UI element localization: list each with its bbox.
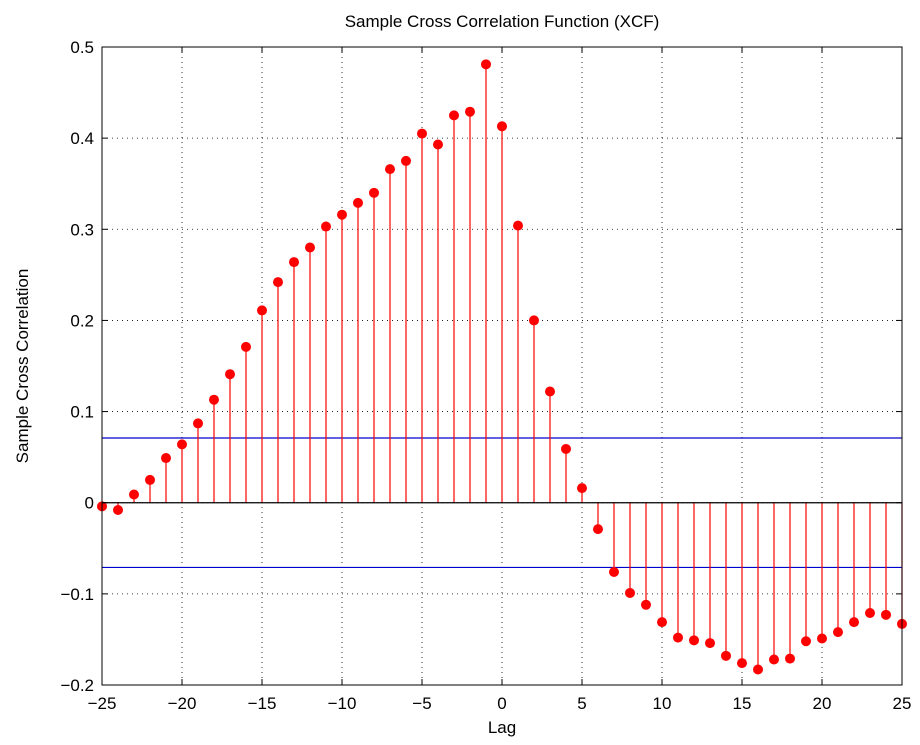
chart-title: Sample Cross Correlation Function (XCF) xyxy=(345,12,660,31)
y-tick-label: 0 xyxy=(85,494,94,513)
stem-marker xyxy=(481,59,491,70)
stem-marker xyxy=(737,658,747,669)
y-tick-label: −0.2 xyxy=(60,676,94,695)
stem-marker xyxy=(881,609,891,620)
x-tick-label: −5 xyxy=(412,694,431,713)
stem-marker xyxy=(577,483,587,494)
y-tick-label: 0.1 xyxy=(70,403,94,422)
stem-marker xyxy=(609,566,619,577)
stem-marker xyxy=(705,638,715,649)
stem-marker xyxy=(769,654,779,665)
y-tick-label: 0.3 xyxy=(70,220,94,239)
stem-marker xyxy=(641,599,651,610)
stem-marker xyxy=(113,505,123,516)
stem-marker xyxy=(689,635,699,646)
stem-marker xyxy=(241,341,251,352)
x-axis-ticks: −25 −20 −15 −10 −5 0 5 10 15 20 25 xyxy=(88,47,912,713)
stem-marker xyxy=(289,257,299,268)
stem-marker xyxy=(193,418,203,429)
x-tick-label: 10 xyxy=(653,694,672,713)
stem-marker xyxy=(433,139,443,150)
x-axis-label: Lag xyxy=(488,718,516,737)
stem-marker xyxy=(145,474,155,485)
stem-marker xyxy=(865,607,875,618)
stem-marker xyxy=(849,617,859,628)
stem-marker xyxy=(561,443,571,454)
stem-marker xyxy=(465,106,475,117)
stem-marker xyxy=(305,242,315,253)
stem-marker xyxy=(385,164,395,175)
x-tick-label: 15 xyxy=(733,694,752,713)
stem-marker xyxy=(625,587,635,598)
x-tick-label: −10 xyxy=(328,694,357,713)
stem-marker xyxy=(161,453,171,464)
stem-marker xyxy=(785,653,795,664)
stem-marker xyxy=(177,439,187,450)
stem-marker xyxy=(817,633,827,644)
stem-marker xyxy=(497,121,507,132)
stem-marker xyxy=(657,617,667,628)
stem-marker xyxy=(593,524,603,535)
stem-marker xyxy=(257,305,267,316)
stem-marker xyxy=(417,128,427,139)
x-tick-label: −20 xyxy=(168,694,197,713)
stem-marker xyxy=(721,650,731,661)
stem-marker xyxy=(513,220,523,231)
x-tick-label: 0 xyxy=(497,694,506,713)
stem-marker xyxy=(369,187,379,198)
stem-marker xyxy=(209,394,219,405)
stem-marker xyxy=(401,155,411,166)
y-tick-label: 0.4 xyxy=(70,129,94,148)
stem-marker xyxy=(529,315,539,326)
stem-marker xyxy=(449,110,459,121)
y-axis-label: Sample Cross Correlation xyxy=(13,269,32,464)
x-tick-label: −25 xyxy=(88,694,117,713)
x-tick-label: 25 xyxy=(893,694,912,713)
stem-marker xyxy=(225,369,235,380)
stem-marker xyxy=(353,197,363,208)
x-tick-label: −15 xyxy=(248,694,277,713)
stem-marker xyxy=(321,221,331,232)
x-tick-label: 5 xyxy=(577,694,586,713)
stem-marker xyxy=(337,209,347,220)
stem-marker xyxy=(545,386,555,397)
stem-marker xyxy=(833,627,843,638)
y-tick-label: 0.5 xyxy=(70,38,94,57)
y-tick-label: −0.1 xyxy=(60,585,94,604)
x-tick-label: 20 xyxy=(813,694,832,713)
stem-marker xyxy=(673,632,683,643)
stem-marker xyxy=(129,489,139,500)
y-tick-label: 0.2 xyxy=(70,311,94,330)
stem-marker xyxy=(801,636,811,647)
y-axis-ticks: −0.2 −0.1 0 0.1 0.2 0.3 0.4 0.5 xyxy=(60,38,902,695)
stem-marker xyxy=(753,664,763,675)
stem-marker xyxy=(273,277,283,288)
